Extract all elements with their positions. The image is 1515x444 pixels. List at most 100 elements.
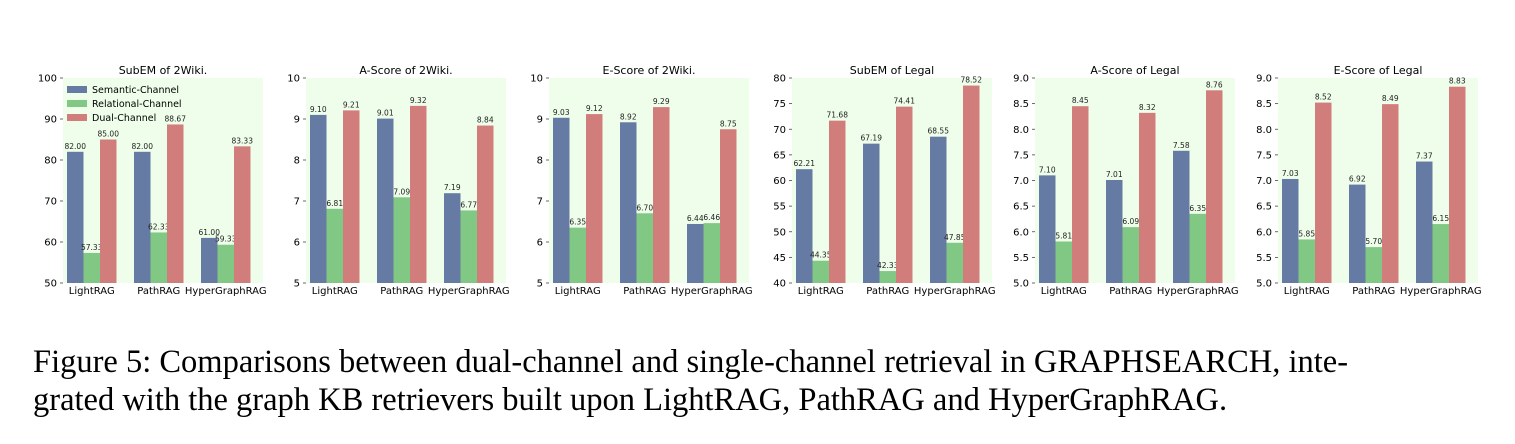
y-tick-label: 6.5 — [1013, 202, 1029, 213]
y-tick-label: 60 — [773, 176, 786, 187]
y-tick-label: 80 — [44, 156, 57, 167]
y-tick-label: 70 — [44, 197, 57, 208]
legend-label: Semantic-Channel — [92, 85, 179, 96]
data-label: 9.01 — [377, 109, 394, 118]
y-tick-label: 5 — [294, 279, 300, 290]
bar-dual-channel-lightrag — [1072, 106, 1089, 283]
bar-relational-channel-pathrag — [1365, 247, 1382, 283]
data-label: 57.33 — [81, 243, 103, 252]
x-tick-label: LightRAG — [69, 286, 115, 297]
data-label: 67.19 — [861, 134, 883, 143]
data-label: 6.44 — [687, 214, 704, 223]
bar-semantic-channel-lightrag — [1039, 175, 1056, 283]
data-label: 6.35 — [569, 218, 586, 227]
y-tick-label: 10 — [287, 74, 300, 85]
y-tick-label: 50 — [44, 279, 57, 290]
data-label: 5.85 — [1298, 229, 1315, 238]
x-tick-label: LightRAG — [555, 286, 601, 297]
data-label: 6.81 — [326, 199, 343, 208]
bar-semantic-channel-lightrag — [67, 151, 84, 283]
x-tick-label: LightRAG — [312, 286, 358, 297]
legend-swatch — [67, 100, 87, 107]
y-tick-label: 7.0 — [1013, 176, 1029, 187]
data-label: 9.21 — [343, 100, 360, 109]
bar-relational-channel-lightrag — [326, 208, 343, 283]
bar-relational-channel-pathrag — [879, 271, 896, 283]
chart-panel-3: E-Score of 2Wiki. 5 6 7 8 9 10 9.03 6.35 9.12 Ligh… — [530, 64, 752, 297]
bar-relational-channel-hypergraphrag — [703, 223, 720, 283]
data-label: 85.00 — [98, 130, 120, 139]
bar-semantic-channel-pathrag — [863, 143, 880, 283]
y-tick-label: 9 — [537, 115, 543, 126]
bar-dual-channel-hypergraphrag — [963, 85, 980, 284]
data-label: 5.81 — [1055, 231, 1072, 240]
bar-dual-channel-pathrag — [653, 107, 670, 283]
y-tick-label: 75 — [773, 99, 786, 110]
figure-caption: Figure 5: Comparisons between dual-chann… — [33, 343, 1493, 419]
y-tick-label: 8 — [537, 156, 543, 167]
x-tick-label: LightRAG — [1284, 286, 1330, 297]
charts-figure: SubEM of 2Wiki.506070809010082.0057.3385… — [38, 64, 1482, 297]
bar-semantic-channel-hypergraphrag — [1416, 161, 1433, 283]
data-label: 8.76 — [1206, 80, 1223, 89]
data-label: 44.35 — [810, 251, 832, 260]
bar-relational-channel-lightrag — [569, 227, 586, 283]
data-label: 71.68 — [827, 111, 849, 120]
x-tick-label: LightRAG — [1041, 286, 1087, 297]
data-label: 62.33 — [148, 222, 170, 231]
data-label: 8.45 — [1072, 96, 1089, 105]
bar-dual-channel-pathrag — [1139, 112, 1156, 283]
bar-relational-channel-pathrag — [150, 232, 167, 283]
bar-semantic-channel-pathrag — [1106, 179, 1123, 283]
data-label: 6.77 — [460, 200, 477, 209]
y-tick-label: 9.0 — [1013, 74, 1029, 85]
y-tick-label: 65 — [773, 150, 786, 161]
data-label: 68.55 — [928, 127, 950, 136]
bar-relational-channel-hypergraphrag — [460, 210, 477, 283]
legend: Semantic-Channel Relational-Channel Dual-C… — [67, 85, 182, 124]
data-label: 6.46 — [703, 213, 720, 222]
bar-dual-channel-hypergraphrag — [234, 146, 251, 283]
data-label: 59.33 — [215, 235, 237, 244]
bar-relational-channel-lightrag — [1055, 241, 1072, 283]
y-tick-label: 7.5 — [1013, 150, 1029, 161]
data-label: 82.00 — [65, 142, 87, 151]
x-tick-label: PathRAG — [137, 286, 180, 297]
chart-title: A-Score of 2Wiki. — [359, 64, 452, 77]
bar-dual-channel-lightrag — [829, 120, 846, 283]
bar-relational-channel-hypergraphrag — [1432, 224, 1449, 283]
bar-relational-channel-hypergraphrag — [946, 242, 963, 283]
y-tick-label: 10 — [530, 74, 543, 85]
data-label: 42.33 — [877, 261, 899, 270]
chart-title: A-Score of Legal — [1090, 64, 1179, 77]
data-label: 8.75 — [720, 119, 737, 128]
y-tick-label: 9 — [294, 115, 300, 126]
x-tick-label: PathRAG — [1109, 286, 1152, 297]
x-tick-label: PathRAG — [380, 286, 423, 297]
chart-title: E-Score of Legal — [1334, 64, 1423, 77]
x-tick-label: HyperGraphRAG — [185, 286, 267, 297]
bar-dual-channel-pathrag — [167, 124, 184, 283]
y-tick-label: 55 — [773, 202, 786, 213]
data-label: 88.67 — [165, 114, 187, 123]
data-label: 7.19 — [444, 183, 461, 192]
bar-relational-channel-lightrag — [812, 260, 829, 283]
data-label: 47.85 — [944, 233, 966, 242]
data-label: 8.83 — [1449, 77, 1466, 86]
y-tick-label: 70 — [773, 125, 786, 136]
data-label: 7.03 — [1282, 169, 1299, 178]
legend-label: Dual-Channel — [92, 113, 156, 124]
y-tick-label: 6.0 — [1256, 227, 1272, 238]
bar-dual-channel-hypergraphrag — [720, 129, 737, 283]
legend-label: Relational-Channel — [92, 99, 182, 110]
x-tick-label: HyperGraphRAG — [428, 286, 510, 297]
y-tick-label: 6 — [294, 238, 300, 249]
y-tick-label: 45 — [773, 253, 786, 264]
bar-semantic-channel-hypergraphrag — [687, 223, 704, 283]
y-tick-label: 100 — [38, 74, 57, 85]
data-label: 9.32 — [410, 96, 427, 105]
y-tick-label: 5.0 — [1013, 279, 1029, 290]
bar-semantic-channel-hypergraphrag — [930, 136, 947, 283]
data-label: 5.70 — [1365, 237, 1382, 246]
data-label: 7.37 — [1416, 152, 1433, 161]
